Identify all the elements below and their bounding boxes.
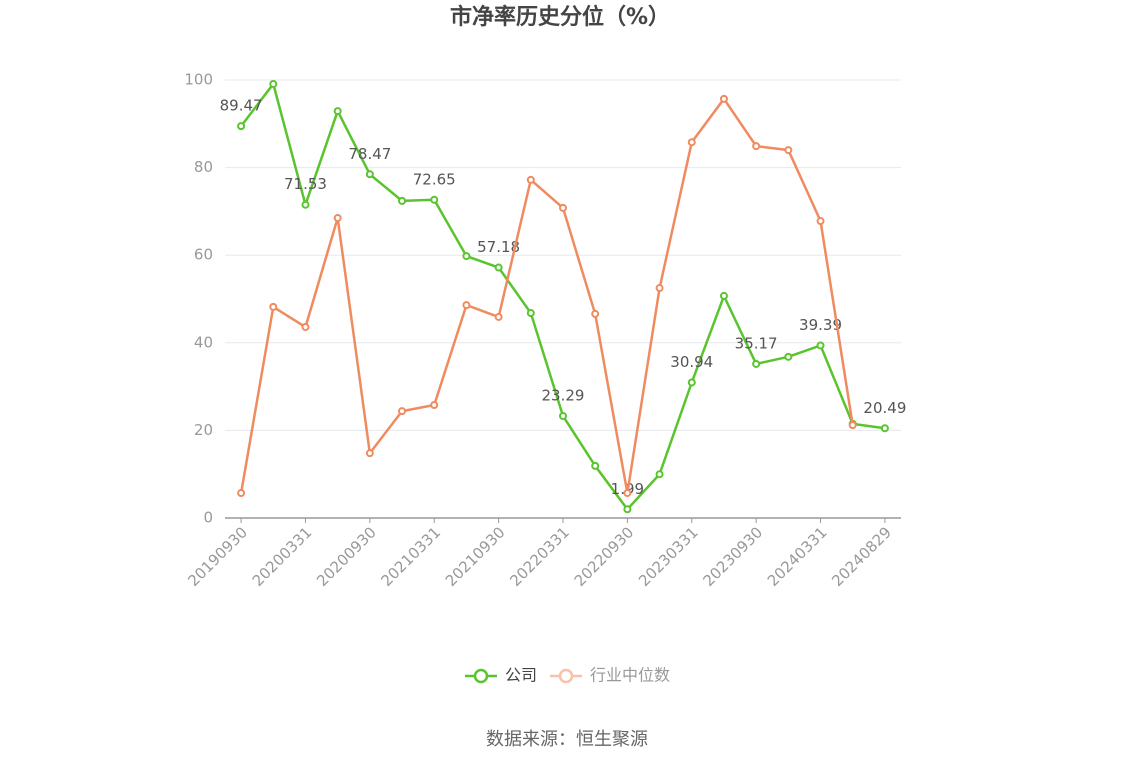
x-tick-label: 20210930 — [442, 523, 509, 590]
data-point — [848, 421, 857, 430]
data-label: 20.49 — [863, 399, 906, 417]
data-point — [269, 302, 278, 311]
data-point — [623, 505, 632, 514]
source-note: 数据来源：恒生聚源 — [486, 729, 648, 750]
data-point — [494, 263, 503, 272]
data-label: 23.29 — [542, 386, 585, 404]
data-point — [301, 323, 310, 332]
data-point — [687, 378, 696, 387]
data-point — [719, 291, 728, 300]
data-label: 57.18 — [477, 238, 520, 256]
y-tick-label: 0 — [203, 509, 213, 527]
data-point — [784, 352, 793, 361]
data-point — [559, 203, 567, 212]
data-point — [462, 252, 471, 261]
legend-label: 公司 — [505, 666, 537, 685]
x-tick-label: 20190930 — [184, 523, 251, 590]
data-label: 35.17 — [735, 334, 778, 352]
y-tick-label: 80 — [194, 158, 213, 176]
x-tick-label: 20240829 — [828, 523, 895, 590]
data-point — [365, 449, 374, 458]
x-tick-label: 20230331 — [635, 523, 702, 590]
data-point — [398, 196, 407, 205]
data-point — [430, 400, 439, 409]
data-point — [816, 341, 825, 350]
data-label: 78.47 — [348, 145, 391, 163]
legend-marker — [558, 668, 574, 684]
data-point — [719, 94, 728, 103]
x-tick-label: 20200331 — [249, 523, 316, 590]
data-point — [398, 407, 407, 416]
y-tick-label: 20 — [194, 421, 213, 439]
data-point — [494, 312, 503, 321]
data-point — [687, 138, 696, 147]
x-tick-label: 20240331 — [764, 523, 831, 590]
data-point — [559, 411, 567, 420]
data-point — [880, 424, 889, 433]
data-point — [591, 309, 600, 318]
data-point — [237, 122, 246, 131]
y-tick-label: 40 — [194, 333, 213, 351]
x-tick-label: 20220331 — [506, 523, 573, 590]
data-point — [301, 200, 310, 209]
legend-marker — [473, 668, 489, 684]
data-point — [269, 79, 278, 88]
data-label: 71.53 — [284, 175, 327, 193]
data-point — [462, 301, 471, 310]
data-point — [237, 489, 246, 498]
data-point — [365, 170, 374, 179]
data-label: 72.65 — [413, 170, 456, 188]
x-tick-label: 20220930 — [571, 523, 638, 590]
data-point — [623, 489, 632, 498]
x-tick-label: 20230930 — [699, 523, 766, 590]
data-point — [784, 146, 793, 155]
y-tick-label: 100 — [184, 71, 213, 89]
x-tick-label: 20200930 — [313, 523, 380, 590]
data-point — [655, 284, 664, 293]
data-point — [526, 175, 535, 184]
data-point — [752, 142, 761, 151]
data-point — [752, 359, 761, 368]
data-point — [591, 461, 600, 470]
data-point — [655, 470, 664, 479]
data-point — [333, 107, 342, 116]
series-line — [239, 96, 854, 494]
data-point — [816, 217, 825, 226]
x-tick-label: 20210331 — [378, 523, 445, 590]
data-point — [430, 195, 439, 204]
data-label: 30.94 — [670, 353, 713, 371]
data-label: 89.47 — [220, 97, 263, 115]
data-point — [333, 213, 342, 222]
legend-label: 行业中位数 — [590, 666, 670, 685]
data-label: 39.39 — [799, 316, 842, 334]
chart-title: 市净率历史分位（%） — [450, 4, 670, 30]
y-tick-label: 60 — [194, 246, 213, 264]
data-point — [526, 309, 535, 318]
